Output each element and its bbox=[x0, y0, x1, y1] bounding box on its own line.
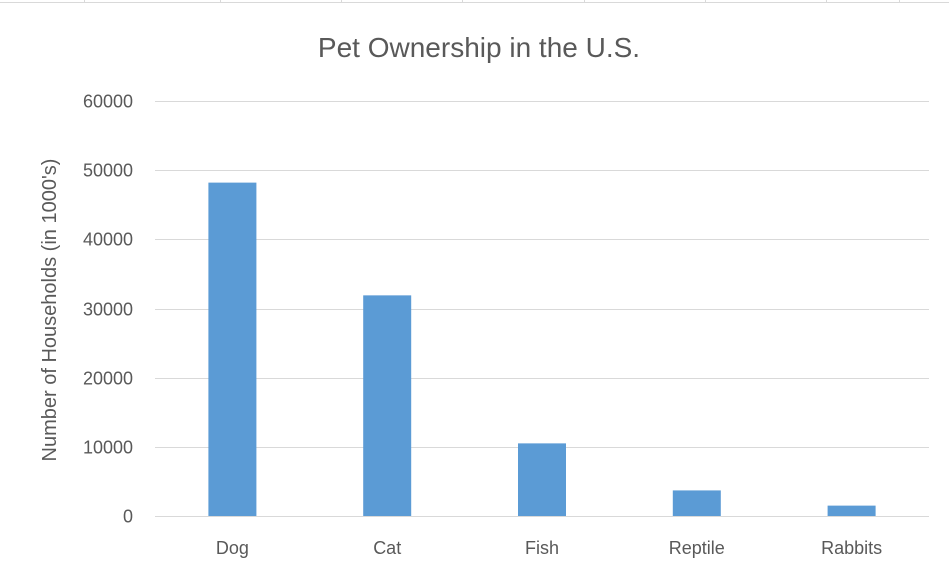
bar-dog bbox=[208, 182, 257, 516]
bar-rabbits bbox=[827, 505, 876, 516]
x-tick-label-rabbits: Rabbits bbox=[821, 538, 882, 558]
y-tick-label: 10000 bbox=[83, 438, 133, 458]
x-tick-label-cat: Cat bbox=[373, 538, 401, 558]
bars bbox=[208, 182, 876, 516]
y-tick-label: 20000 bbox=[83, 369, 133, 389]
bar-reptile bbox=[672, 490, 721, 516]
y-tick-label: 40000 bbox=[83, 230, 133, 250]
y-tick-label: 60000 bbox=[83, 92, 133, 112]
y-tick-label: 50000 bbox=[83, 161, 133, 181]
x-tick-label-fish: Fish bbox=[525, 538, 559, 558]
x-axis-ticks: Dog Cat Fish Reptile Rabbits bbox=[216, 538, 882, 558]
y-axis-label: Number of Households (in 1000's) bbox=[39, 159, 61, 462]
y-tick-label: 0 bbox=[123, 507, 133, 527]
bar-fish bbox=[518, 443, 566, 516]
x-tick-label-reptile: Reptile bbox=[669, 538, 725, 558]
y-axis-ticks: 0 10000 20000 30000 40000 50000 60000 bbox=[83, 92, 133, 527]
x-tick-label-dog: Dog bbox=[216, 538, 249, 558]
bar-cat bbox=[363, 295, 412, 516]
chart-title: Pet Ownership in the U.S. bbox=[318, 32, 640, 63]
top-border-strip bbox=[0, 0, 949, 3]
y-tick-label: 30000 bbox=[83, 300, 133, 320]
